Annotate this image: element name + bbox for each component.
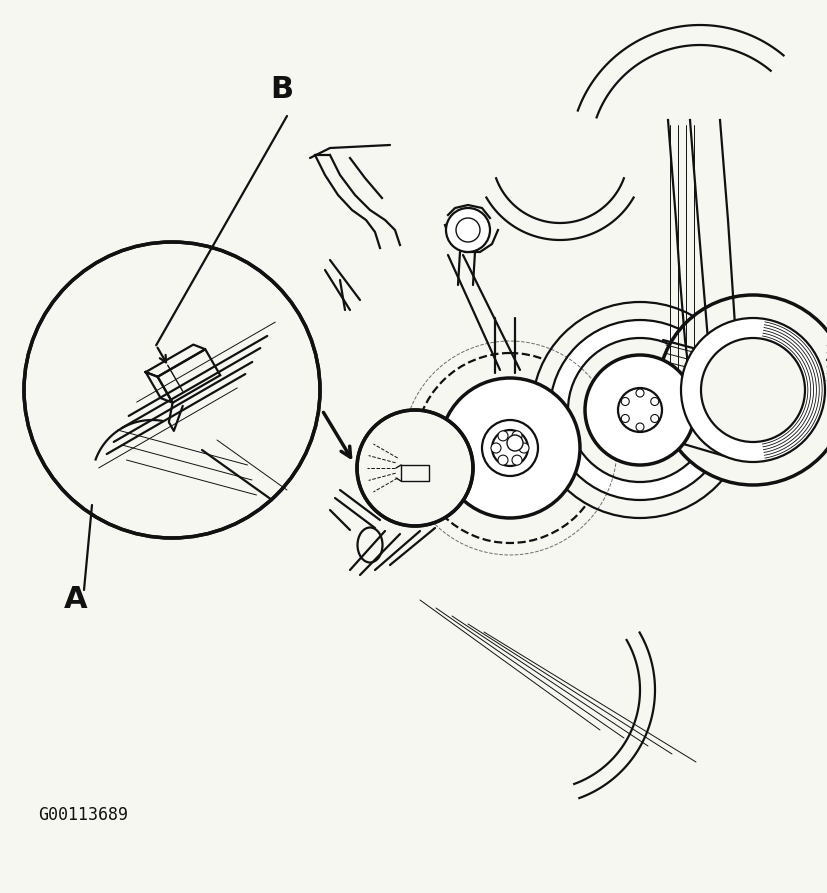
Circle shape <box>519 443 529 453</box>
Circle shape <box>651 397 659 405</box>
Circle shape <box>512 455 522 465</box>
Circle shape <box>498 431 508 441</box>
Circle shape <box>507 435 523 451</box>
Circle shape <box>440 378 580 518</box>
Circle shape <box>621 414 629 422</box>
Circle shape <box>482 420 538 476</box>
Circle shape <box>532 302 748 518</box>
Circle shape <box>446 208 490 252</box>
Circle shape <box>512 431 522 441</box>
Circle shape <box>636 389 644 397</box>
Circle shape <box>651 414 659 422</box>
Circle shape <box>498 455 508 465</box>
Circle shape <box>415 353 605 543</box>
Circle shape <box>701 338 805 442</box>
Circle shape <box>618 388 662 432</box>
Circle shape <box>550 320 730 500</box>
Circle shape <box>357 410 473 526</box>
Text: G00113689: G00113689 <box>38 806 128 824</box>
Circle shape <box>658 295 827 485</box>
Circle shape <box>681 318 825 462</box>
Text: B: B <box>270 75 293 104</box>
Circle shape <box>492 430 528 466</box>
Circle shape <box>568 338 712 482</box>
Circle shape <box>585 355 695 465</box>
Circle shape <box>636 423 644 431</box>
Circle shape <box>491 443 501 453</box>
Circle shape <box>456 218 480 242</box>
Text: A: A <box>64 585 88 614</box>
Circle shape <box>24 242 320 538</box>
Circle shape <box>621 397 629 405</box>
